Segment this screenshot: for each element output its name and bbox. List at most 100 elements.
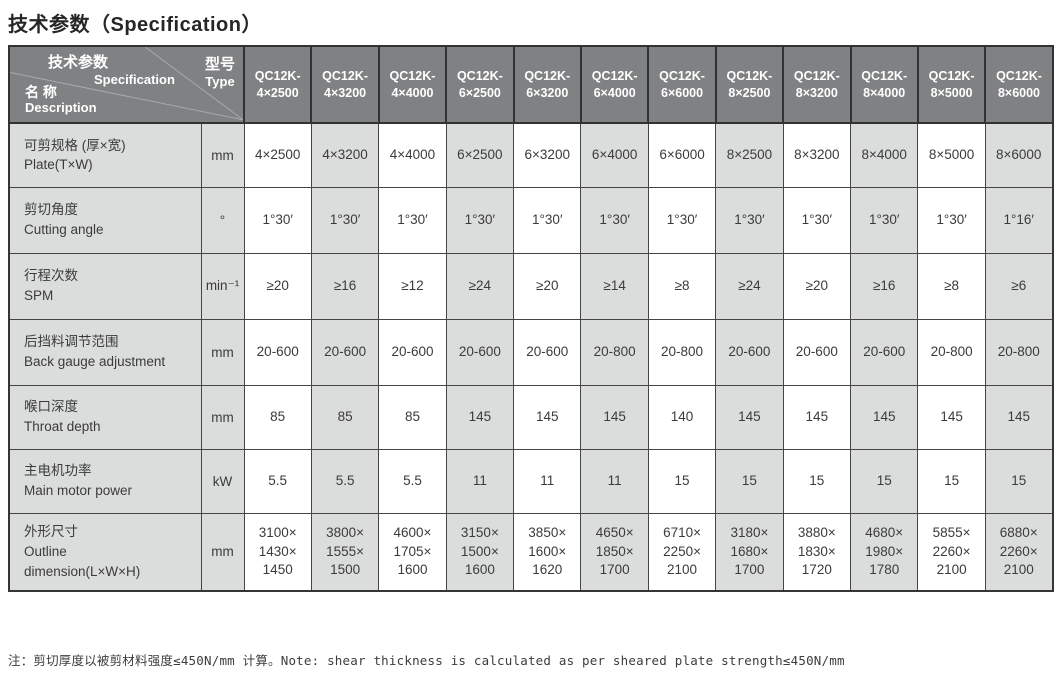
spec-value-cell: ≥12 xyxy=(378,252,447,320)
spec-value-cell: 20-600 xyxy=(513,318,582,386)
spec-value-cell: 5.5 xyxy=(243,448,312,514)
corner-header-cell: 技术参数 Specification 名 称 Description 型号 Ty… xyxy=(8,45,245,124)
row-name-en: Throat depth xyxy=(24,419,101,434)
spec-value-cell: 6710× 2250× 2100 xyxy=(647,512,717,592)
model-series: QC12K- xyxy=(726,69,773,84)
spec-value-cell: 4×4000 xyxy=(378,122,447,188)
model-size: 6×2500 xyxy=(458,85,501,100)
table-header-row: 技术参数 Specification 名 称 Description 型号 Ty… xyxy=(8,45,1054,124)
spec-value-cell: 11 xyxy=(580,448,649,514)
model-column-header-4×3200: QC12K- 4×3200 xyxy=(310,45,380,124)
row-unit-cell: mm xyxy=(200,122,245,188)
spec-value-cell: 4×2500 xyxy=(243,122,312,188)
row-name-cell: 可剪规格 (厚×宽) Plate(T×W) xyxy=(8,122,202,188)
spec-value-cell: 3850× 1600× 1620 xyxy=(513,512,582,592)
row-name-cell: 主电机功率 Main motor power xyxy=(8,448,202,514)
spec-value-cell: 3100× 1430× 1450 xyxy=(243,512,312,592)
spec-value-cell: ≥16 xyxy=(850,252,919,320)
model-column-header-6×6000: QC12K- 6×6000 xyxy=(647,45,717,124)
model-size: 8×2500 xyxy=(728,85,771,100)
model-column-header-6×4000: QC12K- 6×4000 xyxy=(579,45,650,124)
spec-value-cell: ≥14 xyxy=(580,252,649,320)
spec-value-cell: 1°30′ xyxy=(647,186,717,254)
spec-value-cell: 6×3200 xyxy=(513,122,582,188)
spec-value-cell: 11 xyxy=(513,448,582,514)
spec-value-cell: 145 xyxy=(917,384,986,450)
spec-value-cell: ≥24 xyxy=(715,252,784,320)
model-size: 8×5000 xyxy=(930,85,973,100)
spec-value-cell: 1°30′ xyxy=(378,186,447,254)
spec-value-cell: 3800× 1555× 1500 xyxy=(310,512,380,592)
model-size: 6×3200 xyxy=(526,85,569,100)
spec-value-cell: 15 xyxy=(984,448,1054,514)
model-column-header-4×4000: QC12K- 4×4000 xyxy=(377,45,448,124)
row-name-cell: 后挡料调节范围 Back gauge adjustment xyxy=(8,318,202,386)
row-name-zh: 剪切角度 xyxy=(24,202,78,218)
spec-value-cell: ≥20 xyxy=(243,252,312,320)
spec-value-cell: 145 xyxy=(782,384,852,450)
spec-row: 剪切角度 Cutting angle ° 1°30′ 1°30′ 1°30′ 1°30′ 1°… xyxy=(8,186,1054,254)
spec-value-cell: 145 xyxy=(580,384,649,450)
spec-value-cell: 20-600 xyxy=(850,318,919,386)
page-title: 技术参数（Specification） xyxy=(8,14,262,36)
spec-row: 喉口深度 Throat depth mm 85 85 85 145 145 145 140 145 1… xyxy=(8,384,1054,450)
spec-value-cell: ≥8 xyxy=(647,252,717,320)
spec-value-cell: 4×3200 xyxy=(310,122,380,188)
model-series: QC12K- xyxy=(524,69,571,84)
model-series: QC12K- xyxy=(659,69,705,84)
spec-value-cell: 6×6000 xyxy=(647,122,717,188)
spec-value-cell: 85 xyxy=(378,384,447,450)
spec-value-cell: 8×6000 xyxy=(984,122,1054,188)
row-name-en: Main motor power xyxy=(24,483,133,498)
spec-value-cell: 1°30′ xyxy=(580,186,649,254)
row-name-zh: 可剪规格 (厚×宽) xyxy=(24,137,126,153)
spec-value-cell: 1°30′ xyxy=(715,186,784,254)
row-unit-cell: ° xyxy=(200,186,245,254)
spec-value-cell: 1°30′ xyxy=(850,186,919,254)
model-size: 8×4000 xyxy=(863,85,906,100)
spec-row: 外形尺寸 Outline dimension(L×W×H) mm 3100× 1430… xyxy=(8,512,1054,592)
model-series: QC12K- xyxy=(389,69,436,84)
model-series: QC12K- xyxy=(793,69,840,84)
spec-value-cell: 145 xyxy=(850,384,919,450)
corner-desc-zh: 名 称 xyxy=(25,83,57,100)
spec-value-cell: 20-600 xyxy=(445,318,515,386)
spec-value-cell: 145 xyxy=(513,384,582,450)
spec-value-cell: 20-600 xyxy=(378,318,447,386)
spec-row: 后挡料调节范围 Back gauge adjustment mm 20-600 20-6… xyxy=(8,318,1054,386)
footnote: 注：剪切厚度以被剪材料强度≤450N/mm 计算。Note: shear thi… xyxy=(8,653,845,668)
corner-type-en: Type xyxy=(205,74,235,90)
model-size: 4×3200 xyxy=(324,85,367,100)
spec-value-cell: 3150× 1500× 1600 xyxy=(445,512,515,592)
spec-value-cell: ≥16 xyxy=(310,252,380,320)
spec-value-cell: 15 xyxy=(917,448,986,514)
row-unit-cell: mm xyxy=(200,384,245,450)
spec-value-cell: 8×3200 xyxy=(782,122,852,188)
spec-value-cell: 5855× 2260× 2100 xyxy=(917,512,986,592)
row-name-en: Plate(T×W) xyxy=(24,157,93,173)
spec-value-cell: 1°30′ xyxy=(310,186,380,254)
spec-value-cell: ≥8 xyxy=(917,252,986,320)
corner-description-label: 名 称 Description xyxy=(25,84,97,116)
model-column-header-6×3200: QC12K- 6×3200 xyxy=(512,45,582,124)
model-column-header-4×2500: QC12K- 4×2500 xyxy=(242,45,313,124)
spec-value-cell: 85 xyxy=(310,384,380,450)
spec-value-cell: 20-800 xyxy=(580,318,649,386)
spec-value-cell: 15 xyxy=(782,448,852,514)
model-series: QC12K- xyxy=(591,69,638,84)
spec-value-cell: 5.5 xyxy=(310,448,380,514)
spec-value-cell: 20-800 xyxy=(984,318,1054,386)
spec-value-cell: 1°16′ xyxy=(984,186,1054,254)
spec-value-cell: 4600× 1705× 1600 xyxy=(378,512,447,592)
row-unit-cell: kW xyxy=(200,448,245,514)
model-size: 8×3200 xyxy=(795,85,838,100)
spec-value-cell: 8×2500 xyxy=(715,122,784,188)
spec-value-cell: ≥24 xyxy=(445,252,515,320)
spec-value-cell: 20-600 xyxy=(243,318,312,386)
spec-value-cell: 85 xyxy=(243,384,312,450)
spec-value-cell: 6×2500 xyxy=(445,122,515,188)
diagonal-divider-lines xyxy=(10,47,243,122)
spec-value-cell: 20-800 xyxy=(917,318,986,386)
model-series: QC12K- xyxy=(928,69,975,84)
spec-value-cell: 3180× 1680× 1700 xyxy=(715,512,784,592)
